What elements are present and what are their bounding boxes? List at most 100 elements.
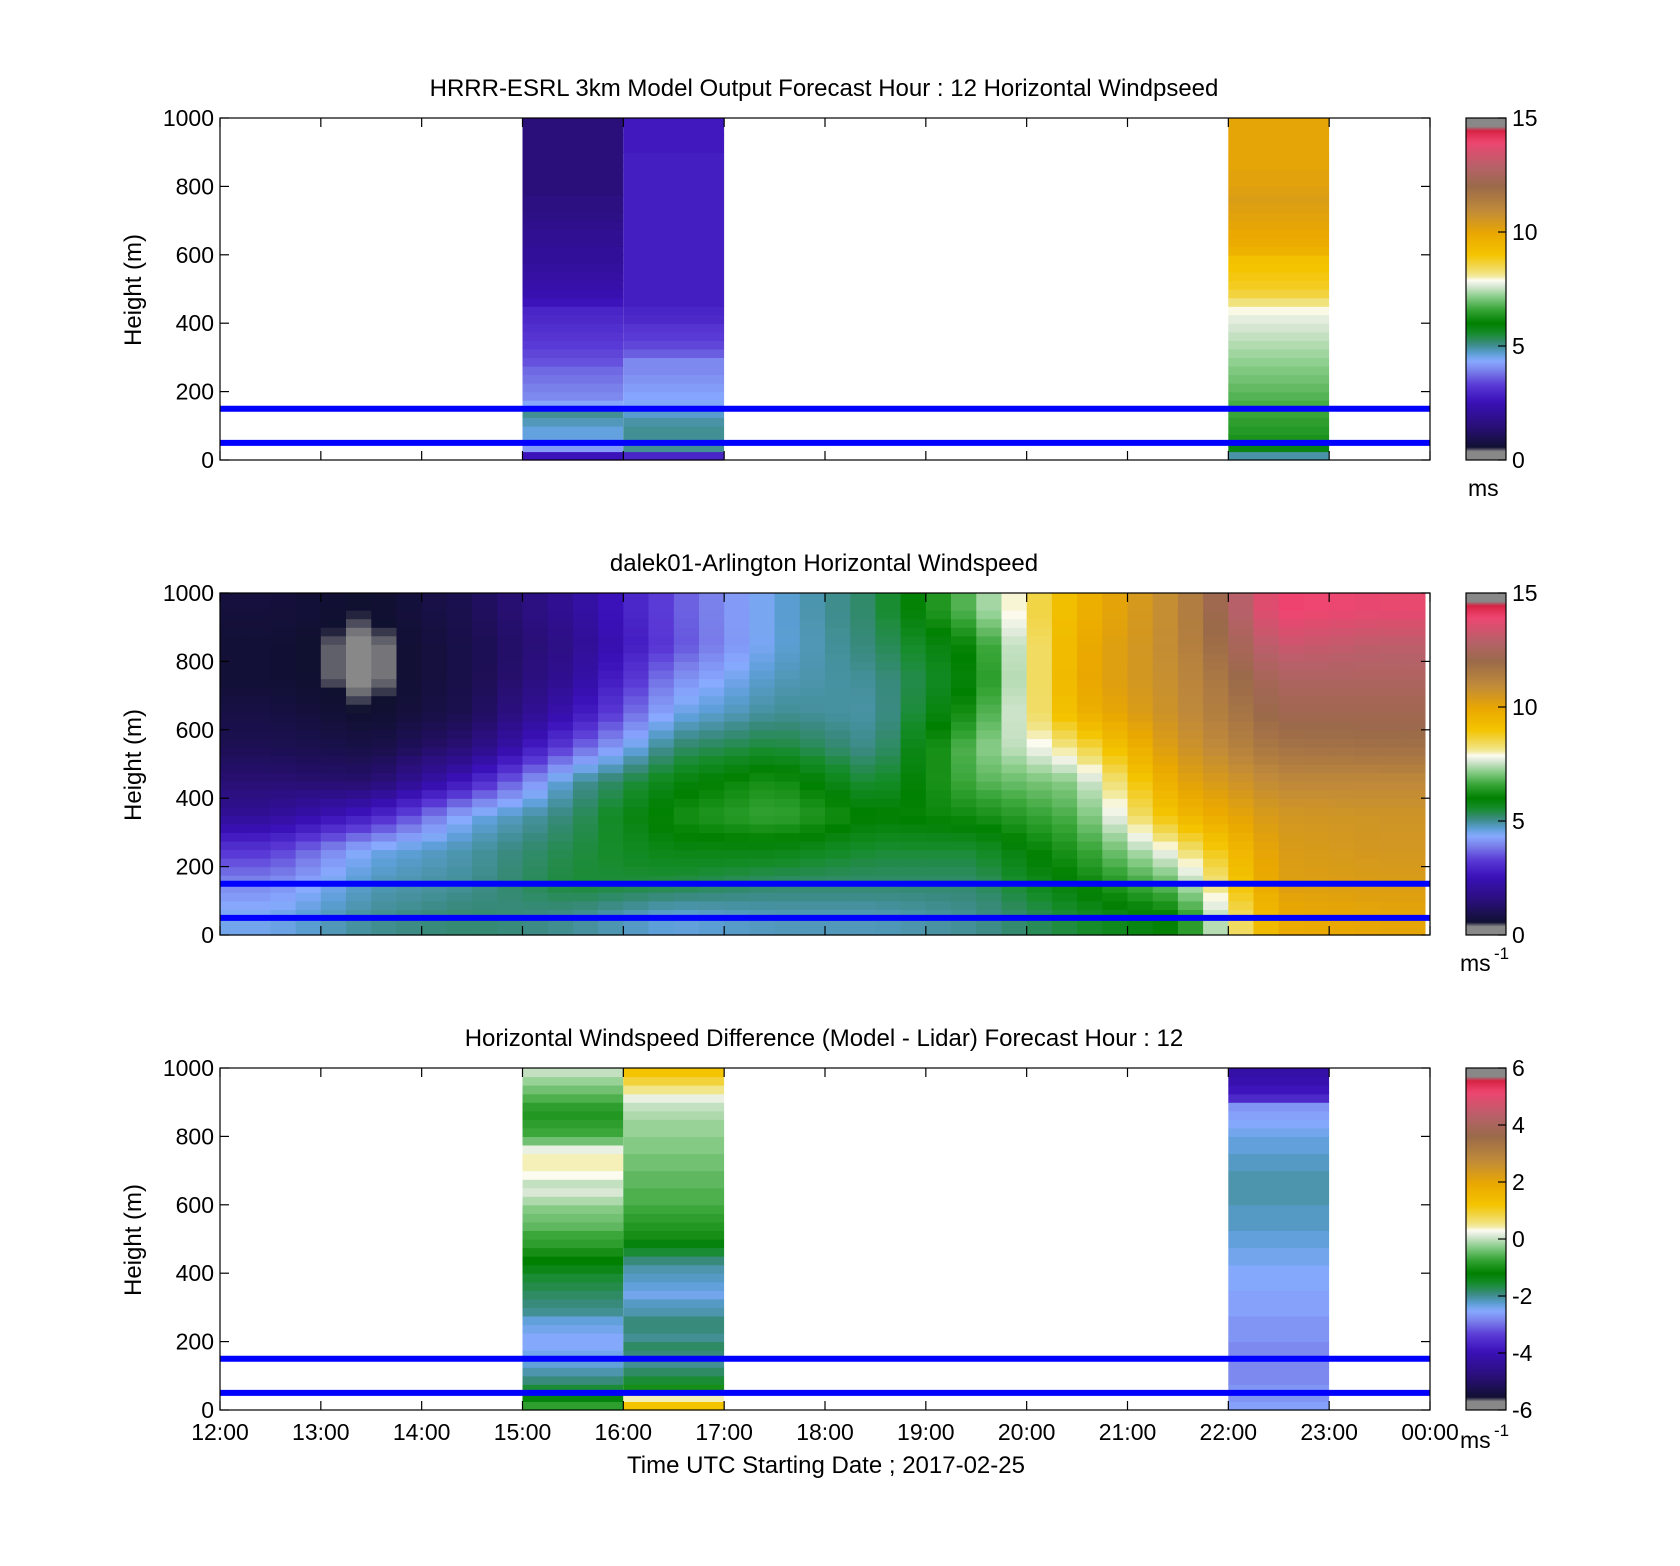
heatmap-cell — [522, 365, 624, 376]
heatmap-cell — [1051, 806, 1078, 816]
heatmap-cell — [1051, 815, 1078, 825]
heatmap-cell — [371, 593, 397, 603]
heatmap-cell — [623, 635, 649, 645]
y-tick-label: 800 — [176, 648, 214, 674]
heatmap-cell — [724, 652, 750, 662]
heatmap-cell — [623, 280, 725, 290]
heatmap-cell — [1304, 652, 1330, 662]
heatmap-cell — [1203, 712, 1229, 722]
heatmap-cell — [1127, 721, 1154, 731]
heatmap-cell — [623, 1316, 725, 1326]
heatmap-cell — [623, 365, 725, 376]
heatmap-cell — [1203, 627, 1229, 637]
heatmap-cell — [1304, 883, 1330, 893]
heatmap-cell — [623, 374, 725, 384]
heatmap-cell — [1026, 678, 1053, 688]
heatmap-cell — [1102, 875, 1128, 885]
heatmap-cell — [371, 781, 397, 791]
heatmap-cell — [346, 712, 372, 722]
panel-lidar-title: dalek01-Arlington Horizontal Windspeed — [610, 550, 1038, 577]
heatmap-cell — [1177, 610, 1204, 620]
heatmap-cell — [1152, 875, 1179, 885]
heatmap-cell — [673, 772, 700, 782]
heatmap-cell — [346, 866, 372, 876]
heatmap-cell — [1278, 806, 1305, 816]
heatmap-cell — [1152, 635, 1179, 645]
heatmap-cell — [1051, 858, 1078, 868]
x-tick-label: 22:00 — [1200, 1419, 1258, 1445]
heatmap-cell — [1001, 755, 1028, 765]
heatmap-cell — [245, 823, 271, 833]
heatmap-cell — [547, 832, 574, 842]
heatmap-cell — [825, 764, 851, 774]
heatmap-cell — [1177, 789, 1204, 799]
heatmap-cell — [1228, 383, 1330, 393]
heatmap-cell — [1026, 917, 1053, 928]
heatmap-cell — [295, 832, 322, 842]
heatmap-cell — [396, 883, 423, 893]
heatmap-cell — [497, 823, 523, 833]
heatmap-cell — [497, 644, 523, 654]
heatmap-cell — [1278, 678, 1305, 688]
heatmap-cell — [724, 670, 750, 680]
heatmap-cell — [220, 610, 246, 620]
heatmap-cell — [522, 610, 549, 620]
heatmap-cell — [850, 883, 876, 893]
heatmap-cell — [598, 892, 624, 902]
heatmap-cell — [749, 661, 776, 671]
heatmap-cell — [825, 892, 851, 902]
heatmap-cell — [572, 815, 599, 825]
heatmap-cell — [371, 875, 397, 885]
heatmap-cell — [1177, 866, 1204, 876]
heatmap-cell — [648, 652, 675, 662]
heatmap-cell — [1379, 712, 1406, 722]
heatmap-cell — [270, 900, 297, 910]
heatmap-cell — [1203, 755, 1229, 765]
heatmap-cell — [1203, 866, 1229, 876]
heatmap-cell — [396, 755, 423, 765]
heatmap-cell — [623, 1085, 725, 1095]
heatmap-cell — [1253, 789, 1280, 799]
heatmap-cell — [1253, 644, 1280, 654]
heatmap-cell — [1329, 695, 1355, 705]
heatmap-cell — [1304, 678, 1330, 688]
heatmap-cell — [1354, 781, 1381, 791]
heatmap-cell — [925, 729, 952, 739]
heatmap-cell — [774, 781, 801, 791]
heatmap-cell — [598, 917, 624, 928]
heatmap-cell — [699, 695, 725, 705]
heatmap-cell — [850, 678, 876, 688]
heatmap-cell — [1026, 909, 1053, 919]
heatmap-cell — [875, 712, 902, 722]
heatmap-cell — [1228, 408, 1330, 418]
heatmap-cell — [320, 815, 347, 825]
heatmap-cell — [1077, 729, 1103, 739]
colorbar-unit: ms — [1460, 950, 1491, 976]
heatmap-cell — [598, 670, 624, 680]
heatmap-cell — [976, 858, 1002, 868]
heatmap-cell — [1354, 695, 1381, 705]
heatmap-cell — [522, 220, 624, 230]
heatmap-cell — [1404, 618, 1426, 628]
heatmap-cell — [1379, 875, 1406, 885]
heatmap-cell — [774, 806, 801, 816]
heatmap-cell — [699, 858, 725, 868]
heatmap-cell — [396, 764, 423, 774]
heatmap-cell — [623, 1068, 725, 1078]
heatmap-cell — [396, 815, 423, 825]
heatmap-cell — [623, 143, 725, 153]
heatmap-cell — [1152, 815, 1179, 825]
heatmap-cell — [925, 601, 952, 611]
heatmap-cell — [850, 900, 876, 910]
heatmap-cell — [648, 610, 675, 620]
heatmap-cell — [245, 610, 271, 620]
heatmap-cell — [1228, 618, 1254, 628]
heatmap-cell — [623, 1273, 725, 1283]
heatmap-cell — [1026, 875, 1053, 885]
heatmap-cell — [1051, 832, 1078, 842]
heatmap-cell — [673, 900, 700, 910]
heatmap-cell — [572, 917, 599, 928]
heatmap-cell — [522, 263, 624, 273]
heatmap-cell — [850, 695, 876, 705]
colorbar-tick-label: -2 — [1512, 1283, 1532, 1309]
